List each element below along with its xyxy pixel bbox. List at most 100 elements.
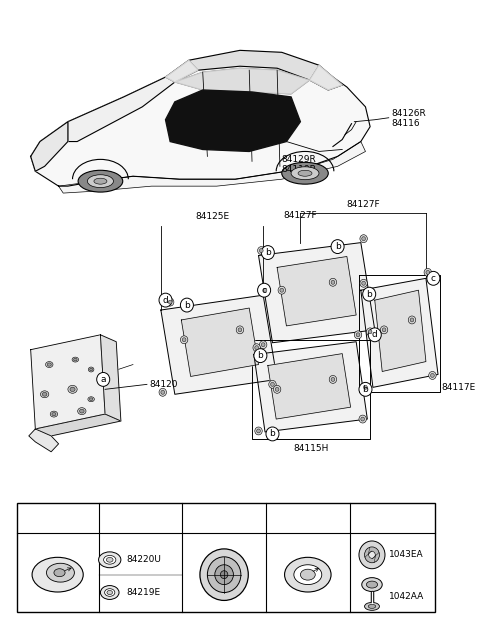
Circle shape xyxy=(167,298,174,306)
Ellipse shape xyxy=(87,175,113,187)
Text: 84127F: 84127F xyxy=(347,200,381,209)
Polygon shape xyxy=(68,77,175,142)
Circle shape xyxy=(275,387,279,391)
Ellipse shape xyxy=(105,589,115,596)
Circle shape xyxy=(424,268,432,277)
Ellipse shape xyxy=(50,411,58,417)
Ellipse shape xyxy=(72,357,79,362)
Circle shape xyxy=(429,371,436,379)
Ellipse shape xyxy=(78,408,86,414)
Ellipse shape xyxy=(78,171,123,192)
Ellipse shape xyxy=(220,571,228,579)
Ellipse shape xyxy=(364,603,379,610)
Circle shape xyxy=(362,236,365,241)
Ellipse shape xyxy=(47,363,51,366)
Text: 84119B: 84119B xyxy=(282,165,316,174)
Polygon shape xyxy=(254,342,367,432)
Text: 84126R: 84126R xyxy=(392,109,426,119)
Circle shape xyxy=(354,331,362,339)
Circle shape xyxy=(361,417,364,421)
Polygon shape xyxy=(166,90,300,152)
Circle shape xyxy=(258,246,265,255)
Text: 84147: 84147 xyxy=(39,513,70,523)
Circle shape xyxy=(261,246,275,260)
Ellipse shape xyxy=(298,171,312,176)
Polygon shape xyxy=(166,60,198,82)
Text: 84129R: 84129R xyxy=(282,155,316,164)
Ellipse shape xyxy=(40,391,49,398)
Text: d: d xyxy=(372,330,378,339)
Ellipse shape xyxy=(73,358,77,361)
Ellipse shape xyxy=(104,556,116,564)
Polygon shape xyxy=(59,142,365,193)
Ellipse shape xyxy=(300,569,315,580)
Text: 1042AA: 1042AA xyxy=(389,592,424,601)
Circle shape xyxy=(182,338,186,342)
Text: 84220U: 84220U xyxy=(126,556,161,564)
Ellipse shape xyxy=(70,387,75,391)
Ellipse shape xyxy=(52,413,56,416)
Circle shape xyxy=(180,298,193,312)
Ellipse shape xyxy=(200,549,248,601)
Circle shape xyxy=(331,377,335,381)
Text: 84125E: 84125E xyxy=(195,212,229,221)
Polygon shape xyxy=(31,122,68,171)
Ellipse shape xyxy=(89,398,93,401)
Ellipse shape xyxy=(215,565,233,584)
Ellipse shape xyxy=(94,178,107,184)
Ellipse shape xyxy=(90,368,93,371)
Ellipse shape xyxy=(98,552,121,567)
Ellipse shape xyxy=(42,393,47,396)
Circle shape xyxy=(331,280,335,284)
Polygon shape xyxy=(166,50,342,90)
Text: d: d xyxy=(163,295,168,305)
Circle shape xyxy=(359,382,372,396)
Circle shape xyxy=(260,340,267,349)
Ellipse shape xyxy=(369,551,375,558)
Ellipse shape xyxy=(46,362,53,367)
Polygon shape xyxy=(161,295,277,394)
Polygon shape xyxy=(29,429,59,452)
Text: b: b xyxy=(107,514,113,523)
Polygon shape xyxy=(277,256,356,326)
Polygon shape xyxy=(181,308,259,376)
Text: 84116: 84116 xyxy=(392,119,420,128)
Circle shape xyxy=(362,383,369,391)
Ellipse shape xyxy=(291,167,319,180)
Ellipse shape xyxy=(207,557,241,593)
Circle shape xyxy=(410,318,414,322)
Circle shape xyxy=(168,300,172,304)
Text: 84127F: 84127F xyxy=(284,211,317,220)
Circle shape xyxy=(280,288,284,292)
Ellipse shape xyxy=(47,563,74,582)
Circle shape xyxy=(180,336,188,344)
Polygon shape xyxy=(36,414,121,436)
Polygon shape xyxy=(310,65,342,90)
Text: b: b xyxy=(270,429,276,438)
Text: b: b xyxy=(257,351,263,360)
Circle shape xyxy=(238,328,242,332)
Ellipse shape xyxy=(282,162,328,184)
Ellipse shape xyxy=(362,577,382,591)
Circle shape xyxy=(360,279,367,287)
Circle shape xyxy=(22,511,35,525)
Polygon shape xyxy=(31,52,370,186)
Text: 84117E: 84117E xyxy=(442,383,476,393)
Circle shape xyxy=(271,382,275,386)
Circle shape xyxy=(408,316,416,324)
Text: 84120: 84120 xyxy=(150,380,178,389)
Ellipse shape xyxy=(32,557,83,592)
Circle shape xyxy=(426,270,430,275)
Text: c: c xyxy=(262,286,266,295)
Circle shape xyxy=(266,427,279,441)
Text: b: b xyxy=(184,300,190,310)
Text: b: b xyxy=(366,290,372,298)
Text: 1330AA: 1330AA xyxy=(288,513,326,523)
Ellipse shape xyxy=(285,557,331,592)
Polygon shape xyxy=(268,354,350,419)
Ellipse shape xyxy=(294,565,322,584)
Circle shape xyxy=(359,415,366,423)
Circle shape xyxy=(236,326,244,334)
Text: c: c xyxy=(191,514,196,523)
Circle shape xyxy=(362,282,365,285)
